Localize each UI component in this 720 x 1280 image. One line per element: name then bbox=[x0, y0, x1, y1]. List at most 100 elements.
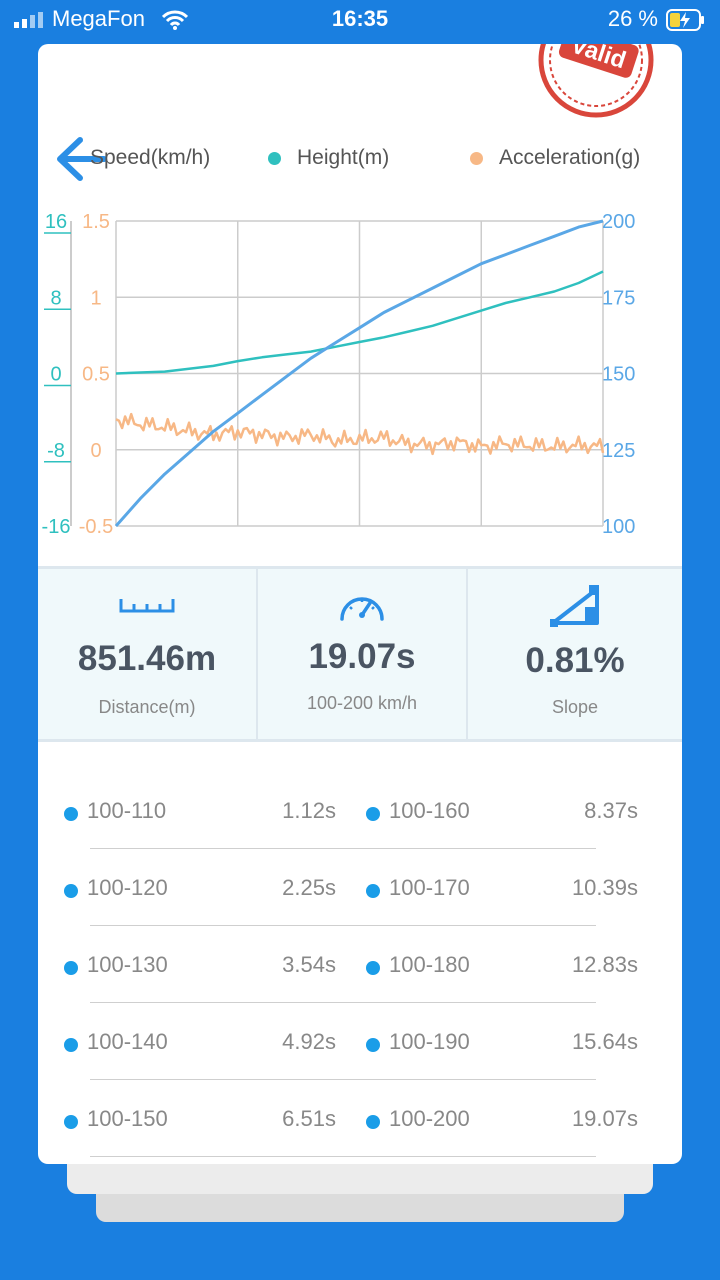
status-bar: MegaFon 16:35 26 % bbox=[0, 0, 720, 40]
bullet-icon bbox=[366, 807, 380, 821]
legend-speed-label: Speed(km/h) bbox=[90, 146, 211, 169]
split-times-list: 100-110 1.12s 100-160 8.37s 100-120 2.25s 1… bbox=[38, 772, 682, 1157]
split-time: 19.07s bbox=[571, 1106, 638, 1131]
height-tick-label: 0 bbox=[50, 364, 61, 386]
cellular-signal-icon bbox=[14, 12, 43, 28]
stats-panel: 851.46m Distance(m) 19.07s 100-200 km/h … bbox=[38, 566, 682, 742]
split-time: 2.25s bbox=[282, 875, 336, 900]
distance-stat: 851.46m Distance(m) bbox=[38, 569, 256, 739]
split-time: 6.51s bbox=[282, 1106, 336, 1131]
row-divider bbox=[90, 1079, 596, 1080]
legend-height-dot bbox=[268, 151, 281, 165]
bullet-icon bbox=[64, 961, 78, 975]
clock: 16:35 bbox=[331, 6, 389, 31]
split-row: 100-110 1.12s 100-160 8.37s bbox=[38, 772, 682, 849]
legend-height[interactable]: Height(m) bbox=[268, 146, 389, 170]
split-range: 100-190 bbox=[389, 1029, 470, 1054]
slope-value: 0.81% bbox=[525, 641, 625, 680]
split-range: 100-180 bbox=[389, 952, 470, 977]
acceleration-tick-label: 1 bbox=[90, 287, 101, 309]
split-row: 100-150 6.51s 100-200 19.07s bbox=[38, 1080, 682, 1157]
split-time: 10.39s bbox=[571, 875, 638, 900]
battery-charging-icon bbox=[666, 9, 704, 31]
split-range: 100-170 bbox=[389, 875, 470, 900]
speed-tick-label: 175 bbox=[602, 287, 635, 309]
split-item: 100-120 2.25s bbox=[64, 875, 336, 905]
legend-acceleration-label: Acceleration(g) bbox=[499, 146, 641, 169]
bullet-icon bbox=[366, 961, 380, 975]
bullet-icon bbox=[64, 807, 78, 821]
height-series-line bbox=[115, 270, 604, 375]
split-range: 100-200 bbox=[389, 1106, 470, 1131]
split-item: 100-200 19.07s bbox=[366, 1106, 638, 1136]
split-item: 100-170 10.39s bbox=[366, 875, 638, 905]
height-tick-label: -8 bbox=[47, 440, 65, 462]
result-card: Valid Speed(km/h) Height(m) Acceleration… bbox=[38, 44, 682, 1164]
bullet-icon bbox=[366, 1115, 380, 1129]
split-range: 100-140 bbox=[87, 1029, 168, 1054]
stamp-text: Valid bbox=[568, 44, 630, 74]
acceleration-series-line bbox=[115, 412, 605, 456]
split-item: 100-180 12.83s bbox=[366, 952, 638, 982]
split-time: 12.83s bbox=[571, 952, 638, 977]
row-divider bbox=[90, 925, 596, 926]
back-arrow-icon[interactable] bbox=[54, 136, 106, 182]
slope-label: Slope bbox=[551, 697, 599, 717]
split-range: 100-130 bbox=[87, 952, 168, 977]
bullet-icon bbox=[366, 884, 380, 898]
split-time: 1.12s bbox=[282, 798, 336, 823]
legend-height-label: Height(m) bbox=[297, 146, 390, 169]
legend-acceleration[interactable]: Acceleration(g) bbox=[470, 146, 640, 170]
speed-tick-label: 200 bbox=[602, 211, 635, 233]
split-range: 100-150 bbox=[87, 1106, 168, 1131]
split-item: 100-160 8.37s bbox=[366, 798, 638, 828]
wifi-icon bbox=[162, 10, 188, 30]
split-time: 8.37s bbox=[584, 798, 638, 823]
split-time: 15.64s bbox=[571, 1029, 638, 1054]
height-tick-label: -16 bbox=[42, 516, 71, 538]
time-label: 100-200 km/h bbox=[306, 693, 418, 713]
acceleration-tick-label: 0 bbox=[90, 440, 101, 462]
slope-icon bbox=[550, 585, 599, 627]
chart-legend: Speed(km/h) Height(m) Acceleration(g) bbox=[38, 146, 682, 176]
valid-stamp: Valid bbox=[538, 44, 654, 118]
bullet-icon bbox=[64, 884, 78, 898]
split-range: 100-160 bbox=[389, 798, 470, 823]
split-row: 100-120 2.25s 100-170 10.39s bbox=[38, 849, 682, 926]
speedometer-icon bbox=[340, 597, 384, 621]
speed-series-line bbox=[114, 219, 604, 527]
bullet-icon bbox=[64, 1038, 78, 1052]
split-item: 100-190 15.64s bbox=[366, 1029, 638, 1059]
height-tick-label: 16 bbox=[45, 211, 67, 233]
speed-height-acceleration-chart: 16 8 0 -8 -16 1.5 1 0.5 0 -0.5 200 175 150 125 100 bbox=[42, 211, 636, 538]
legend-acceleration-dot bbox=[470, 151, 483, 165]
bullet-icon bbox=[366, 1038, 380, 1052]
speed-tick-label: 150 bbox=[602, 364, 635, 386]
distance-value: 851.46m bbox=[77, 639, 217, 678]
split-item: 100-150 6.51s bbox=[64, 1106, 336, 1136]
split-range: 100-110 bbox=[87, 798, 167, 823]
split-time: 4.92s bbox=[282, 1029, 336, 1054]
battery-percent: 26 % bbox=[607, 6, 658, 31]
legend-speed[interactable]: Speed(km/h) bbox=[90, 146, 210, 170]
slope-stat: 0.81% Slope bbox=[468, 569, 682, 739]
time-stat: 19.07s 100-200 km/h bbox=[256, 569, 468, 739]
row-divider bbox=[90, 1002, 596, 1003]
row-divider bbox=[90, 1156, 596, 1157]
carrier-name: MegaFon bbox=[52, 6, 145, 31]
split-item: 100-140 4.92s bbox=[64, 1029, 336, 1059]
split-row: 100-130 3.54s 100-180 12.83s bbox=[38, 926, 682, 1003]
speed-tick-label: 100 bbox=[602, 516, 635, 538]
time-value: 19.07s bbox=[308, 637, 416, 676]
speed-tick-label: 125 bbox=[602, 440, 635, 462]
split-item: 100-130 3.54s bbox=[64, 952, 336, 982]
split-item: 100-110 1.12s bbox=[64, 798, 336, 828]
acceleration-tick-label: 1.5 bbox=[82, 211, 110, 233]
split-row: 100-140 4.92s 100-190 15.64s bbox=[38, 1003, 682, 1080]
distance-label: Distance(m) bbox=[98, 697, 196, 717]
row-divider bbox=[90, 848, 596, 849]
acceleration-tick-label: -0.5 bbox=[79, 516, 113, 538]
height-tick-label: 8 bbox=[50, 287, 61, 309]
split-range: 100-120 bbox=[87, 875, 168, 900]
ruler-icon bbox=[119, 599, 175, 613]
